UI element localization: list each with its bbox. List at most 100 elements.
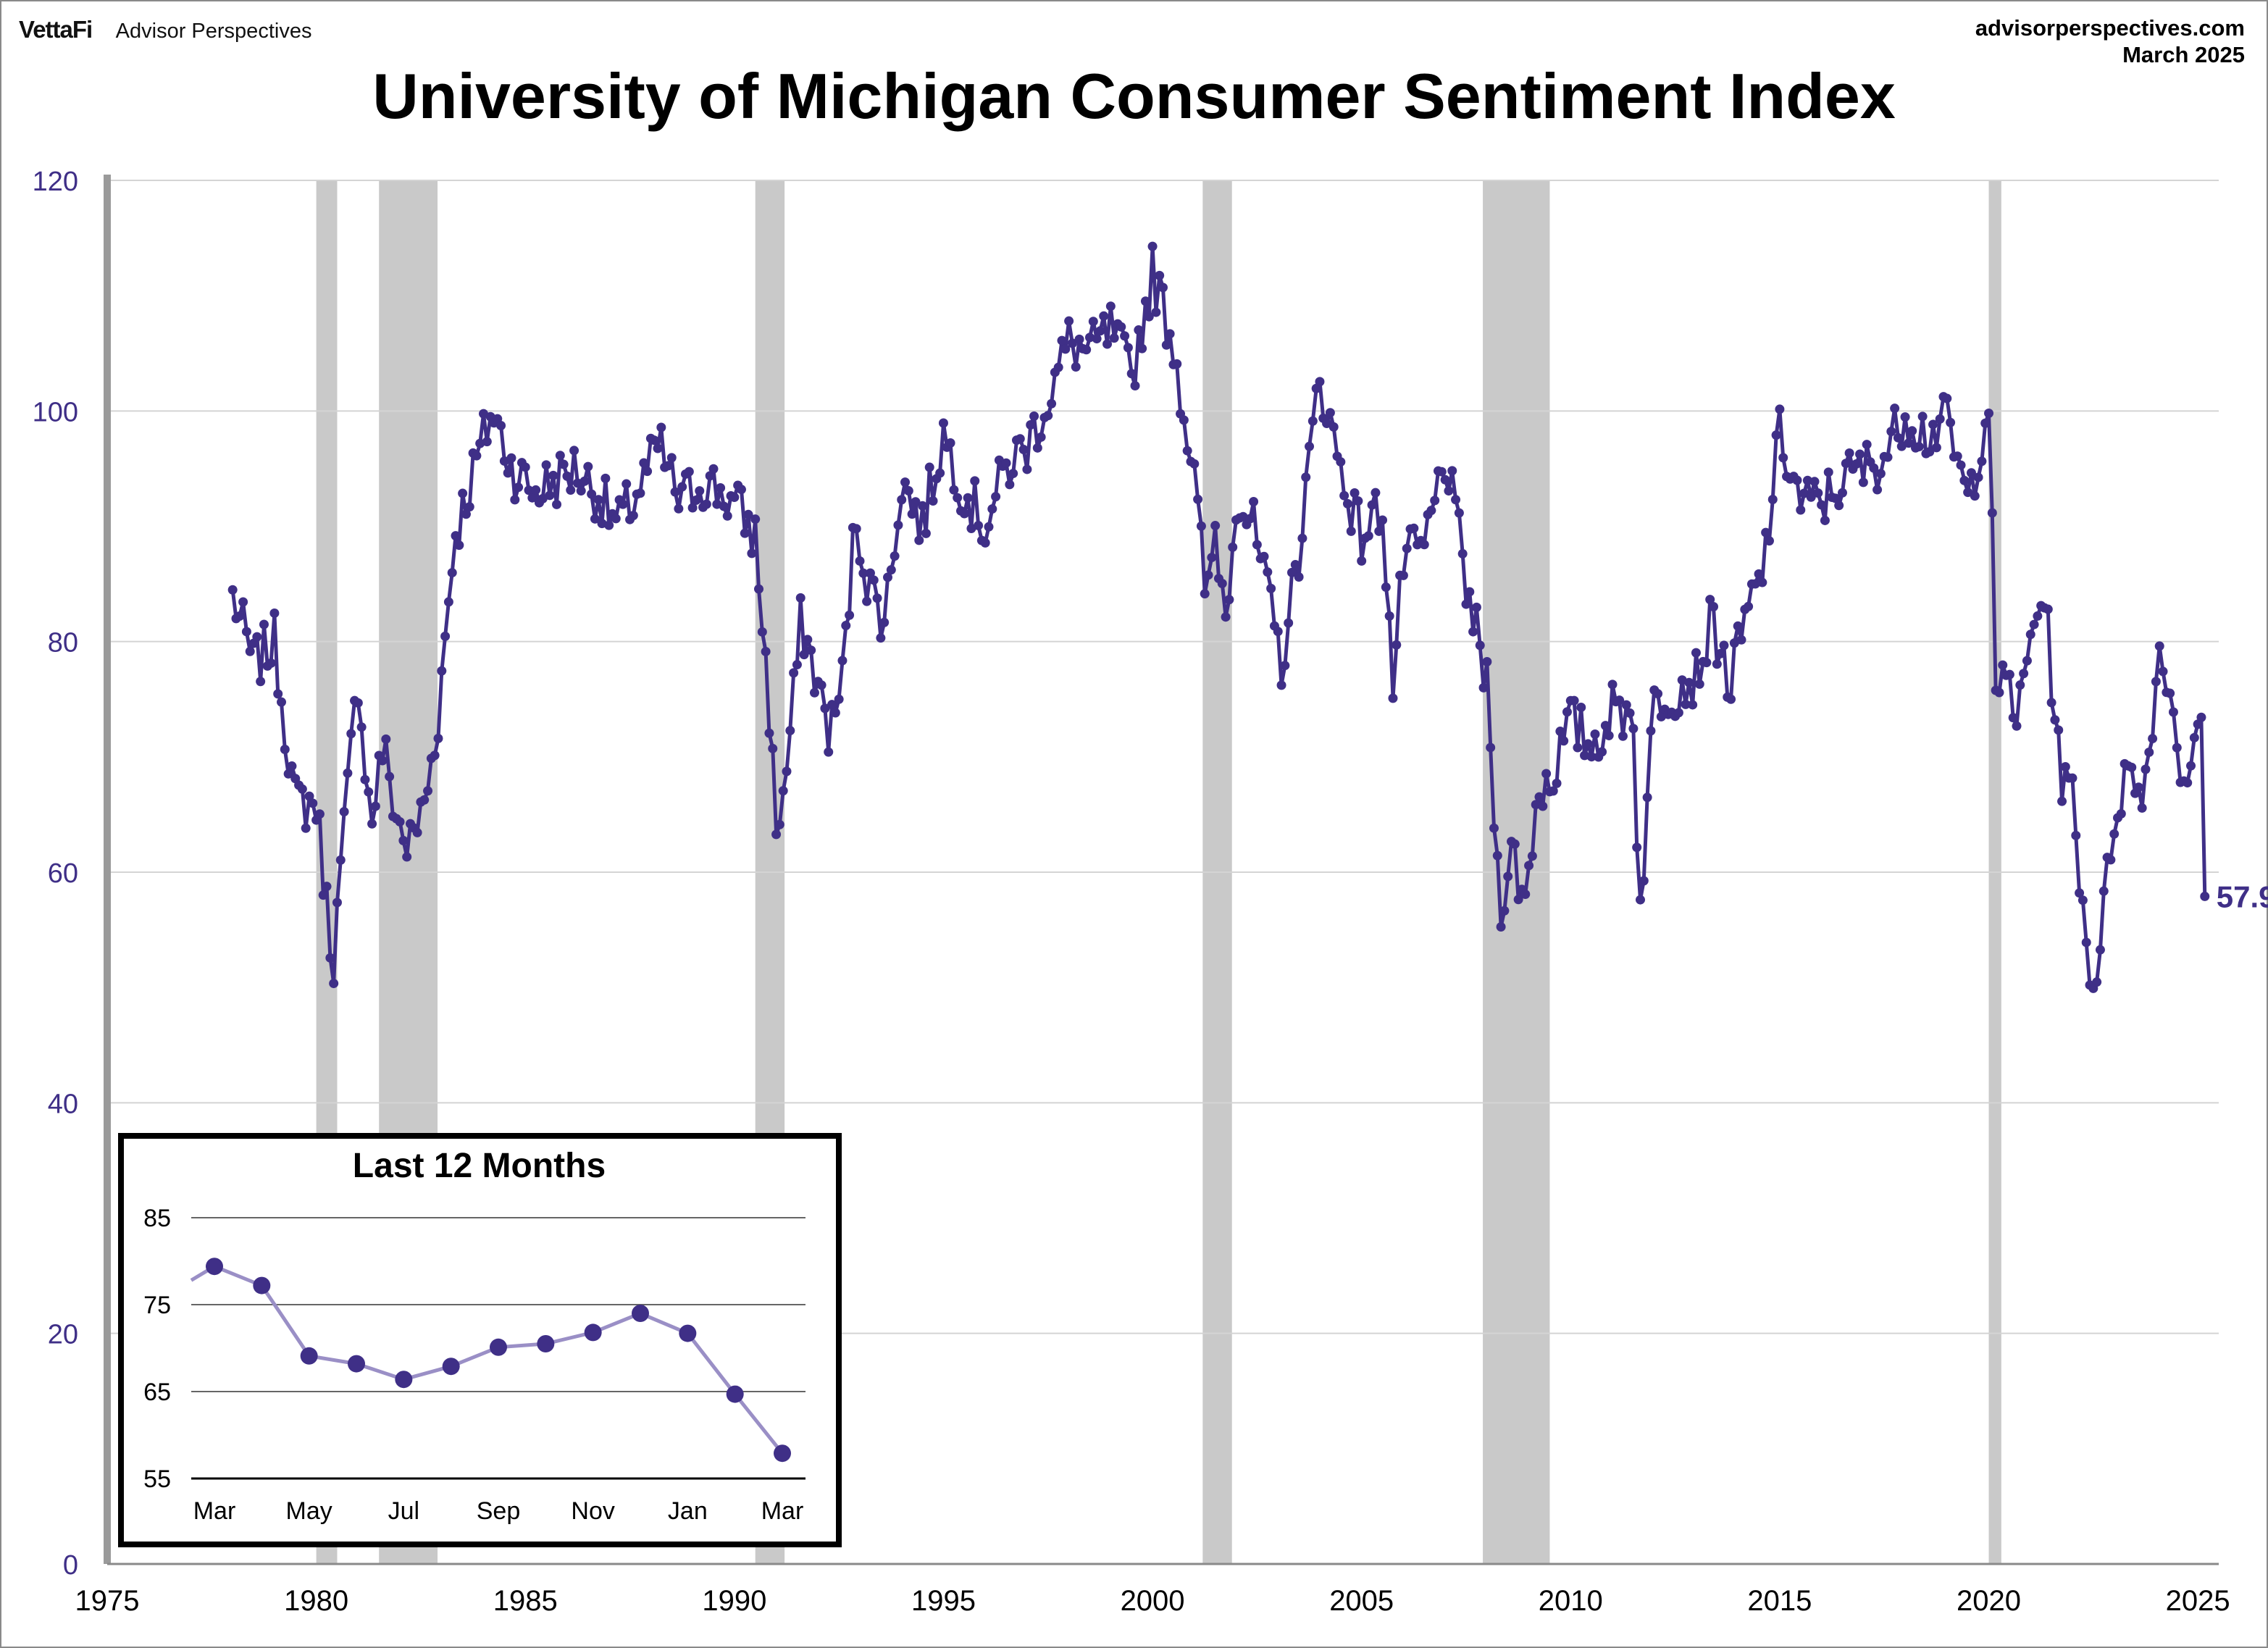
- data-point: [1217, 579, 1227, 589]
- data-point: [1580, 750, 1590, 761]
- data-point: [2116, 808, 2126, 819]
- data-point: [2060, 762, 2070, 772]
- data-point: [1914, 442, 1924, 452]
- data-point: [308, 798, 318, 808]
- data-point: [1844, 448, 1854, 458]
- data-point: [1980, 418, 1991, 428]
- data-point: [2127, 762, 2137, 772]
- data-point: [1280, 661, 1290, 671]
- data-point: [1883, 452, 1893, 462]
- data-point: [841, 621, 851, 631]
- data-point: [2077, 895, 2088, 905]
- data-point: [2025, 629, 2035, 640]
- data-point: [897, 495, 907, 505]
- data-point: [1468, 627, 1478, 637]
- data-point: [1224, 595, 1234, 605]
- data-point: [1430, 495, 1440, 506]
- inset-data-point: [774, 1444, 791, 1463]
- data-point: [635, 488, 645, 498]
- data-point: [1249, 497, 1259, 507]
- data-point: [587, 489, 597, 499]
- inset-data-point: [395, 1371, 413, 1389]
- data-point: [1374, 526, 1384, 536]
- data-point: [639, 458, 649, 468]
- data-point: [1559, 736, 1569, 746]
- data-point: [2033, 611, 2043, 621]
- inset-x-tick-label: Jan: [668, 1497, 708, 1525]
- data-point: [771, 829, 782, 840]
- data-point: [1064, 316, 1074, 326]
- data-point: [918, 501, 928, 511]
- data-point: [1904, 438, 1914, 448]
- data-point: [1538, 801, 1548, 811]
- data-point: [1956, 460, 1966, 470]
- data-point: [1165, 329, 1175, 339]
- data-point: [622, 479, 632, 489]
- x-tick-label: 2005: [1329, 1585, 1394, 1617]
- data-point: [514, 482, 524, 493]
- data-point: [1792, 475, 1802, 485]
- data-point: [1646, 726, 1656, 736]
- data-point: [1736, 635, 1746, 645]
- data-point: [2109, 829, 2120, 839]
- x-tick-label: 2025: [2166, 1585, 2230, 1617]
- data-point: [1907, 426, 1917, 436]
- data-point: [1409, 523, 1419, 533]
- data-point: [1363, 531, 1373, 541]
- data-point: [1221, 612, 1231, 622]
- data-point: [1799, 488, 1809, 498]
- data-point: [643, 467, 653, 477]
- data-point: [865, 568, 875, 578]
- data-point: [2189, 732, 2199, 743]
- data-point: [1503, 871, 1513, 882]
- data-point: [974, 520, 984, 530]
- data-point: [1935, 414, 1945, 424]
- data-point: [666, 453, 677, 463]
- data-point: [1336, 457, 1346, 467]
- data-point: [1402, 543, 1412, 553]
- data-point: [377, 756, 388, 766]
- data-point: [2004, 669, 2014, 679]
- data-point: [1426, 506, 1436, 516]
- data-point: [845, 610, 855, 620]
- data-point: [1830, 493, 1841, 503]
- data-point: [1008, 469, 1018, 479]
- data-point: [1775, 404, 1785, 414]
- data-point: [1767, 494, 1778, 504]
- data-point: [855, 556, 865, 566]
- data-point: [339, 807, 349, 817]
- data-point: [562, 471, 572, 481]
- data-point: [1754, 569, 1764, 579]
- data-point: [1733, 621, 1743, 631]
- data-point: [335, 855, 346, 865]
- data-point: [277, 697, 287, 707]
- data-point: [795, 593, 805, 603]
- data-point: [1823, 467, 1833, 477]
- data-point: [1942, 393, 1952, 403]
- data-point: [1196, 521, 1206, 531]
- data-point: [593, 495, 603, 505]
- data-point: [674, 503, 684, 514]
- inset-y-tick-label: 55: [143, 1465, 171, 1493]
- data-point: [1691, 648, 1701, 658]
- data-point: [2071, 830, 2081, 840]
- data-point: [2092, 977, 2102, 987]
- x-tick-label: 1990: [702, 1585, 766, 1617]
- data-point: [402, 852, 412, 862]
- data-point: [273, 689, 283, 699]
- data-point: [601, 473, 611, 483]
- data-point: [1105, 301, 1116, 311]
- x-tick-label: 2015: [1747, 1585, 1812, 1617]
- data-point: [785, 726, 795, 736]
- data-point: [2137, 803, 2147, 813]
- data-point: [1684, 677, 1694, 687]
- brand: VettaFi Advisor Perspectives: [19, 16, 311, 43]
- y-tick-label: 80: [48, 628, 78, 658]
- data-point: [1339, 490, 1349, 501]
- data-point: [1837, 488, 1847, 498]
- data-point: [1771, 430, 1781, 440]
- inset-frame: [118, 1133, 842, 1547]
- data-point: [266, 658, 276, 668]
- data-point: [1294, 572, 1304, 582]
